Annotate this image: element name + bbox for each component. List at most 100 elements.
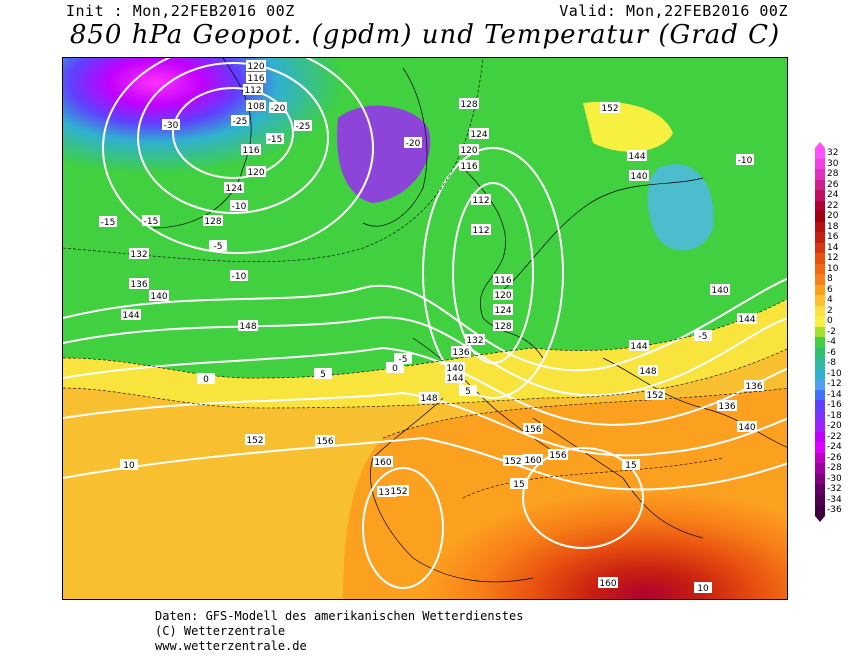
- scale-swatch: [815, 221, 825, 232]
- scale-label: -26: [827, 452, 842, 463]
- scale-label: -22: [827, 431, 842, 442]
- scale-swatch: [815, 410, 825, 421]
- geopotential-label: 108: [246, 100, 266, 112]
- scale-swatch: [815, 242, 825, 253]
- svg-text:-5: -5: [699, 332, 708, 342]
- geopotential-label: 144: [629, 340, 649, 352]
- svg-text:156: 156: [316, 437, 333, 447]
- temperature-label: -10: [230, 270, 248, 282]
- svg-text:116: 116: [460, 162, 477, 172]
- footer-website: www.wetterzentrale.de: [155, 639, 307, 653]
- temperature-label: -15: [266, 133, 284, 145]
- geopotential-labels: 1201161121081161201241281321361401441481…: [121, 60, 764, 589]
- svg-text:148: 148: [639, 367, 656, 377]
- svg-text:128: 128: [204, 217, 221, 227]
- scale-label: -2: [827, 326, 836, 337]
- scale-swatch: [815, 442, 825, 453]
- svg-text:144: 144: [446, 374, 463, 384]
- geopotential-label: 140: [149, 290, 169, 302]
- temperature-label: 15: [622, 459, 640, 471]
- scale-swatch: [815, 505, 825, 516]
- geopotential-label: 128: [203, 215, 223, 227]
- temperature-label: -10: [736, 154, 754, 166]
- geopotential-label: 124: [224, 182, 244, 194]
- scale-label: 14: [827, 242, 839, 253]
- svg-text:-15: -15: [268, 135, 283, 145]
- geopotential-label: 128: [459, 98, 479, 110]
- scale-swatch: [815, 148, 825, 159]
- scale-label: 6: [827, 284, 833, 295]
- scale-swatch: [815, 326, 825, 337]
- geopotential-label: 120: [246, 166, 266, 178]
- svg-text:0: 0: [392, 364, 398, 374]
- temperature-color-scale: 32 30 28 26 24 22 20 18 16 14 12 10 8 6 4 2 0 -2 -4 -6 -8 -10…: [811, 142, 850, 522]
- svg-text:-10: -10: [232, 272, 247, 282]
- temperature-label: 0: [197, 373, 215, 385]
- temperature-label: -5: [209, 240, 227, 252]
- footer: Daten: GFS-Modell des amerikanischen Wet…: [155, 609, 523, 654]
- geopotential-label: 112: [471, 224, 491, 236]
- svg-text:112: 112: [472, 226, 489, 236]
- scale-bottom-arrow: [815, 515, 825, 522]
- svg-text:120: 120: [460, 146, 477, 156]
- geopotential-label: 124: [493, 304, 513, 316]
- scale-top-arrow: [815, 142, 825, 148]
- svg-text:140: 140: [738, 423, 755, 433]
- scale-label: -36: [827, 505, 842, 515]
- cold-pool: [337, 105, 431, 203]
- scale-swatch: [815, 200, 825, 211]
- svg-text:15: 15: [513, 480, 524, 490]
- geopotential-label: 116: [246, 72, 266, 84]
- valid-time-label: Valid: Mon,22FEB2016 00Z: [559, 2, 788, 20]
- scale-label: 22: [827, 200, 839, 211]
- scale-swatch: [815, 358, 825, 369]
- scale-swatch: [815, 379, 825, 390]
- svg-text:15: 15: [625, 461, 636, 471]
- scale-label: -24: [827, 442, 842, 452]
- svg-text:112: 112: [472, 196, 489, 206]
- zero-band: [63, 299, 787, 408]
- svg-text:132: 132: [130, 250, 147, 260]
- svg-text:-5: -5: [399, 355, 408, 365]
- scale-label: -20: [827, 421, 842, 431]
- svg-text:-10: -10: [232, 202, 247, 212]
- geopotential-label: 144: [445, 372, 465, 384]
- footer-data-source: Daten: GFS-Modell des amerikanischen Wet…: [155, 609, 524, 623]
- svg-text:124: 124: [470, 130, 487, 140]
- geopotential-label: 144: [737, 313, 757, 325]
- svg-text:-5: -5: [214, 242, 223, 252]
- scale-swatch: [815, 158, 825, 169]
- svg-text:116: 116: [494, 276, 511, 286]
- svg-text:120: 120: [247, 62, 264, 72]
- scale-label: 18: [827, 221, 839, 232]
- geopotential-label: 112: [243, 84, 263, 96]
- svg-text:124: 124: [494, 306, 511, 316]
- svg-text:144: 144: [628, 152, 645, 162]
- geopotential-label: 124: [469, 128, 489, 140]
- temperature-label: -30: [162, 119, 180, 131]
- svg-text:144: 144: [738, 315, 755, 325]
- scale-swatch: [815, 337, 825, 348]
- geopotential-label: 136: [744, 380, 764, 392]
- temperature-label: 5: [459, 385, 477, 397]
- svg-text:152: 152: [246, 436, 263, 446]
- init-time-label: Init : Mon,22FEB2016 00Z: [66, 2, 295, 20]
- temperature-label: 10: [120, 459, 138, 471]
- geopotential-label: 160: [373, 456, 393, 468]
- scale-swatch: [815, 190, 825, 201]
- svg-text:160: 160: [599, 579, 616, 589]
- scale-label: -32: [827, 484, 842, 494]
- geopotential-label: 156: [523, 423, 543, 435]
- geopotential-label: 136: [451, 346, 471, 358]
- geopotential-label: 144: [627, 150, 647, 162]
- svg-text:140: 140: [446, 364, 463, 374]
- geopotential-label: 148: [419, 392, 439, 404]
- temperature-label: 10: [694, 582, 712, 594]
- svg-text:140: 140: [150, 292, 167, 302]
- scale-label: 32: [827, 148, 839, 158]
- scale-label: 2: [827, 305, 833, 316]
- svg-text:5: 5: [320, 370, 326, 380]
- temperature-label: -10: [230, 200, 248, 212]
- svg-text:0: 0: [203, 375, 209, 385]
- scale-label: -8: [827, 358, 836, 368]
